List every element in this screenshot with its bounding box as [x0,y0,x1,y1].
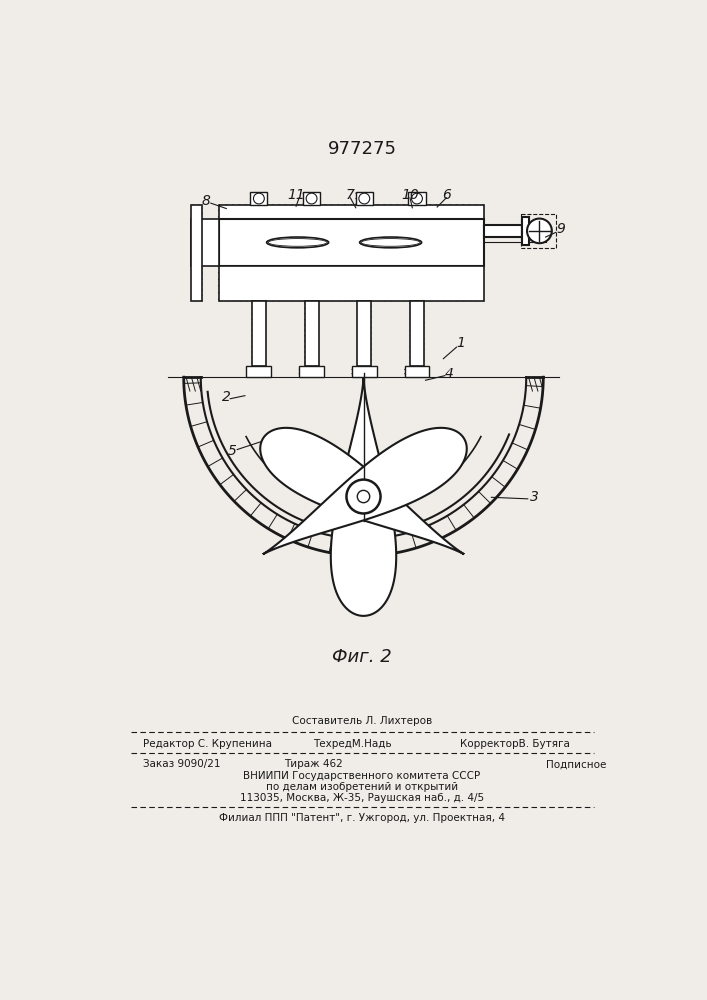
Circle shape [346,480,380,513]
Text: Тираж 462: Тираж 462 [284,759,342,769]
Text: 9: 9 [556,222,566,236]
Bar [356,192,373,205]
Ellipse shape [268,239,327,246]
Text: 4: 4 [444,367,453,381]
Circle shape [527,219,552,243]
Ellipse shape [360,237,421,248]
Text: Составитель Л. Лихтеров: Составитель Л. Лихтеров [292,716,432,726]
Circle shape [359,193,370,204]
Bar [410,301,424,366]
Text: КорректорВ. Бутяга: КорректорВ. Бутяга [460,739,571,749]
Text: ВНИИПИ Государственного комитета СССР: ВНИИПИ Государственного комитета СССР [243,771,481,781]
Bar [299,366,324,377]
Bar [409,192,426,205]
Ellipse shape [267,237,329,248]
Polygon shape [260,428,464,554]
Text: 6: 6 [442,188,451,202]
Text: 3: 3 [530,490,539,504]
Bar [404,366,429,377]
Text: ТехредМ.Надь: ТехредМ.Надь [313,739,392,749]
Text: 10: 10 [401,188,419,202]
Bar [252,301,266,366]
Ellipse shape [361,239,420,246]
Text: 977275: 977275 [327,140,397,158]
Bar [352,366,377,377]
Polygon shape [263,428,467,554]
Text: 113035, Москва, Ж-35, Раушская наб., д. 4/5: 113035, Москва, Ж-35, Раушская наб., д. … [240,793,484,803]
Circle shape [306,193,317,204]
Bar [247,366,271,377]
Bar [218,219,484,266]
Bar [303,192,320,205]
Circle shape [357,490,370,503]
Bar [357,301,371,366]
Bar [192,219,218,266]
Bar [484,225,522,237]
Text: по делам изобретений и открытий: по делам изобретений и открытий [266,782,458,792]
Text: Фиг. 2: Фиг. 2 [332,648,392,666]
Bar [250,192,267,205]
Text: 2: 2 [222,390,230,404]
Text: Подписное: Подписное [546,759,606,769]
Text: 5: 5 [228,444,236,458]
Text: 11: 11 [287,188,305,202]
Text: Филиал ППП "Патент", г. Ужгород, ул. Проектная, 4: Филиал ППП "Патент", г. Ужгород, ул. Про… [219,813,505,823]
Text: Редактор С. Крупенина: Редактор С. Крупенина [143,739,271,749]
Polygon shape [331,377,396,616]
Bar [192,205,202,301]
Text: Заказ 9090/21: Заказ 9090/21 [143,759,220,769]
Circle shape [253,193,264,204]
Circle shape [411,193,422,204]
Bar [218,266,484,301]
Text: 1: 1 [456,336,464,350]
Text: 7: 7 [346,188,355,202]
Bar [305,301,319,366]
Bar [218,205,484,219]
Bar [522,217,529,245]
Bar [521,214,556,248]
Text: 8: 8 [201,194,211,208]
